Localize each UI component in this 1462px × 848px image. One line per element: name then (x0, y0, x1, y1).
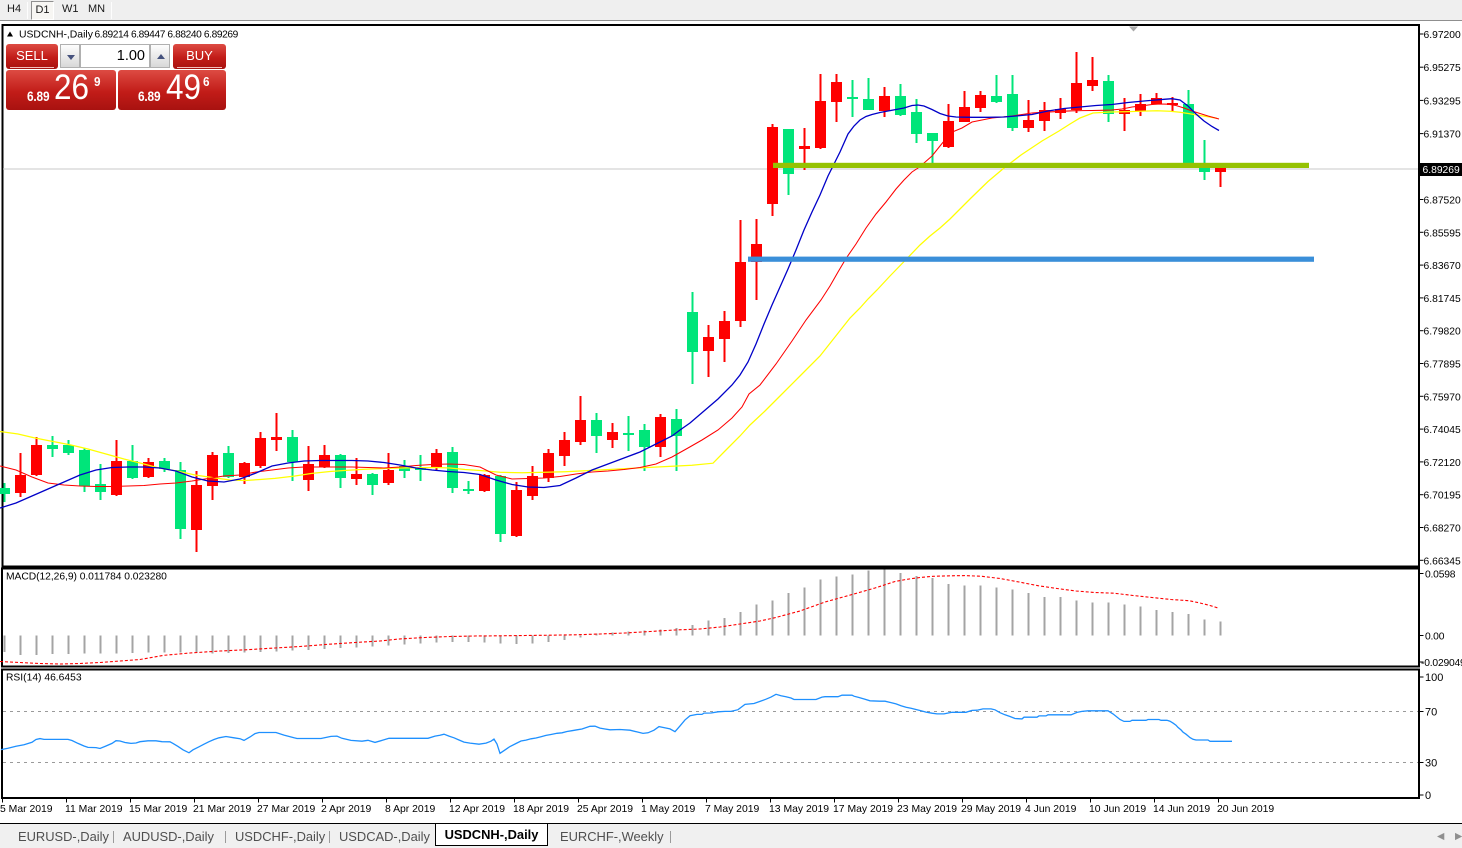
svg-text:7 May 2019: 7 May 2019 (705, 804, 760, 815)
svg-text:6.85595: 6.85595 (1424, 228, 1461, 239)
svg-text:6.93295: 6.93295 (1424, 96, 1461, 107)
svg-text:6.89269: 6.89269 (1423, 165, 1460, 176)
svg-text:6.95275: 6.95275 (1424, 63, 1461, 74)
svg-text:1 May 2019: 1 May 2019 (641, 804, 696, 815)
svg-text:18 Apr 2019: 18 Apr 2019 (513, 804, 569, 815)
svg-text:6.91370: 6.91370 (1424, 130, 1461, 141)
svg-text:5 Mar 2019: 5 Mar 2019 (0, 804, 53, 815)
svg-text:100: 100 (1425, 672, 1443, 684)
svg-text:0.0598: 0.0598 (1425, 570, 1456, 581)
svg-text:17 May 2019: 17 May 2019 (833, 804, 893, 815)
svg-text:6.81745: 6.81745 (1424, 294, 1461, 305)
svg-text:6.97200: 6.97200 (1424, 30, 1461, 41)
svg-text:6.70195: 6.70195 (1424, 491, 1461, 502)
svg-text:4 Jun 2019: 4 Jun 2019 (1025, 804, 1077, 815)
svg-text:0: 0 (1425, 790, 1431, 802)
svg-text:6.74045: 6.74045 (1424, 425, 1461, 436)
svg-text:27 Mar 2019: 27 Mar 2019 (257, 804, 316, 815)
svg-text:30: 30 (1425, 757, 1437, 769)
svg-text:6.77895: 6.77895 (1424, 360, 1461, 371)
svg-text:10 Jun 2019: 10 Jun 2019 (1089, 804, 1146, 815)
svg-text:-0.029049: -0.029049 (1421, 658, 1462, 669)
svg-text:2 Apr 2019: 2 Apr 2019 (321, 804, 371, 815)
svg-text:6.72120: 6.72120 (1424, 458, 1461, 469)
svg-text:29 May 2019: 29 May 2019 (961, 804, 1021, 815)
svg-text:6.68270: 6.68270 (1424, 524, 1461, 535)
svg-text:6.79820: 6.79820 (1424, 327, 1461, 338)
svg-text:0.00: 0.00 (1425, 632, 1445, 643)
svg-text:23 May 2019: 23 May 2019 (897, 804, 957, 815)
svg-text:6.66345: 6.66345 (1424, 556, 1461, 567)
svg-text:6.89214 6.89447 6.88240 6.8926: 6.89214 6.89447 6.88240 6.89269 (95, 30, 239, 41)
svg-text:70: 70 (1425, 707, 1437, 719)
svg-text:6.75970: 6.75970 (1424, 392, 1461, 403)
svg-text:6.83670: 6.83670 (1424, 261, 1461, 272)
svg-text:13 May 2019: 13 May 2019 (769, 804, 829, 815)
svg-text:MACD(12,26,9) 0.011784 0.02328: MACD(12,26,9) 0.011784 0.023280 (6, 572, 167, 583)
svg-text:20 Jun 2019: 20 Jun 2019 (1217, 804, 1274, 815)
svg-text:8 Apr 2019: 8 Apr 2019 (385, 804, 435, 815)
svg-text:14 Jun 2019: 14 Jun 2019 (1153, 804, 1210, 815)
svg-text:6.87520: 6.87520 (1424, 196, 1461, 207)
svg-text:RSI(14) 46.6453: RSI(14) 46.6453 (6, 673, 82, 684)
svg-text:15 Mar 2019: 15 Mar 2019 (129, 804, 188, 815)
svg-text:11 Mar 2019: 11 Mar 2019 (65, 804, 123, 815)
svg-text:21 Mar 2019: 21 Mar 2019 (193, 804, 252, 815)
svg-text:25 Apr 2019: 25 Apr 2019 (577, 804, 633, 815)
svg-text:12 Apr 2019: 12 Apr 2019 (449, 804, 505, 815)
svg-text:USDCNH-,Daily: USDCNH-,Daily (19, 30, 94, 41)
